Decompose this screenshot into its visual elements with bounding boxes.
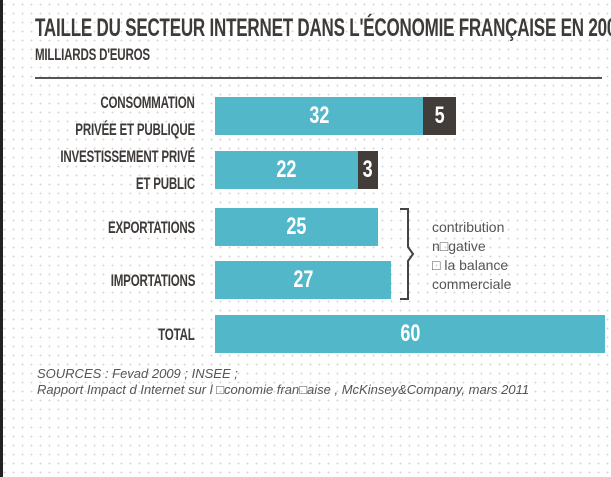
category-label: EXPORTATIONS xyxy=(107,217,195,237)
data-label: 3 xyxy=(362,156,374,183)
data-label: 5 xyxy=(434,102,445,129)
source-line: Rapport Impact d Internet sur l □conomie… xyxy=(37,382,530,397)
bar-segment-extra: 5 xyxy=(423,97,456,135)
category-label: INVESTISSEMENT PRIVÉ ET PUBLIC xyxy=(60,147,195,193)
annotation: contribution n□gative □ la balance comme… xyxy=(432,218,511,294)
bar-segment: 27 xyxy=(215,261,391,299)
category-label: TOTAL xyxy=(158,324,196,344)
bar-segment: 22 xyxy=(215,151,358,189)
annotation-line: contribution xyxy=(432,219,505,235)
chart-title: TAILLE DU SECTEUR INTERNET DANS L'ÉCONOM… xyxy=(35,14,611,42)
left-border xyxy=(0,0,3,477)
bar-segment: 60 xyxy=(215,315,605,353)
data-label: 27 xyxy=(292,266,314,293)
bar-segment-extra: 3 xyxy=(358,151,378,189)
brace-icon xyxy=(400,208,414,300)
category-label: CONSOMMATION PRIVÉE ET PUBLIQUE xyxy=(75,93,195,139)
data-label: 60 xyxy=(399,320,421,347)
annotation-line: □ la balance xyxy=(432,257,509,273)
bar-segment: 32 xyxy=(215,97,423,135)
sources: SOURCES : Fevad 2009 ; INSEE ; Rapport I… xyxy=(37,366,529,398)
data-label: 22 xyxy=(276,156,297,183)
category-label: IMPORTATIONS xyxy=(110,270,196,290)
chart-subtitle: MILLIARDS D'EUROS xyxy=(35,45,150,64)
data-label: 32 xyxy=(308,102,330,129)
title-rule xyxy=(35,77,602,79)
annotation-line: commerciale xyxy=(432,276,512,292)
bar-segment: 25 xyxy=(215,208,378,246)
data-label: 25 xyxy=(286,213,307,240)
annotation-line: n□gative xyxy=(432,238,486,254)
source-line: SOURCES : Fevad 2009 ; INSEE ; xyxy=(37,366,238,381)
